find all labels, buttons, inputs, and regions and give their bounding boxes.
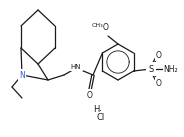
Text: O: O [103,23,109,32]
Text: O: O [87,91,93,99]
Text: ·: · [98,106,102,116]
Text: N: N [19,71,25,79]
Text: O: O [156,79,162,88]
Text: CH₃: CH₃ [91,23,103,28]
Text: Cl: Cl [97,112,105,122]
Text: NH₂: NH₂ [164,65,178,73]
Text: H: H [93,105,99,113]
Text: O: O [156,51,162,59]
Text: HN: HN [71,64,81,70]
Text: S: S [148,65,154,73]
